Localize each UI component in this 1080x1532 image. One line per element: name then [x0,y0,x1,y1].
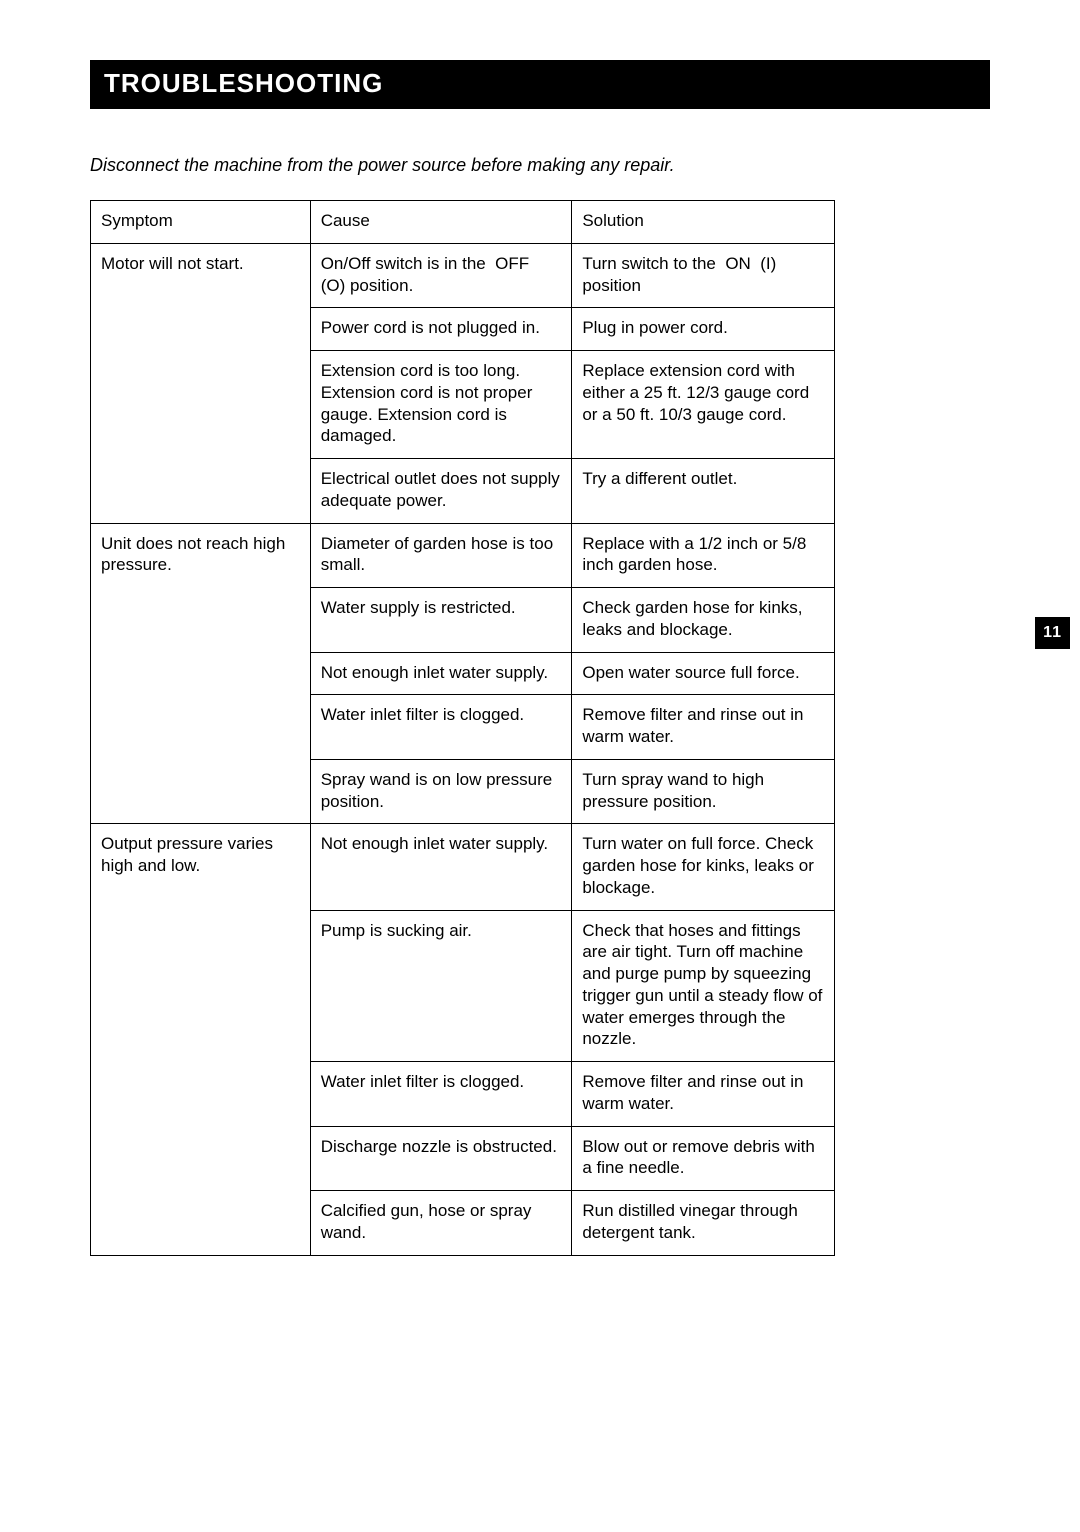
solution-cell: Open water source full force. [572,652,835,695]
solution-cell: Check that hoses and fittings are air ti… [572,910,835,1062]
intro-text: Disconnect the machine from the power so… [90,155,990,176]
symptom-cell: Motor will not start. [91,243,311,523]
table-row: Motor will not start.On/Off switch is in… [91,243,835,308]
cause-cell: Not enough inlet water supply. [310,824,572,910]
troubleshooting-table: Symptom Cause Solution Motor will not st… [90,200,835,1256]
symptom-cell: Output pressure varies high and low. [91,824,311,1255]
symptom-cell: Unit does not reach high pressure. [91,523,311,824]
solution-cell: Replace extension cord with either a 25 … [572,351,835,459]
solution-cell: Turn water on full force. Check garden h… [572,824,835,910]
section-header-bar: TROUBLESHOOTING [90,60,990,109]
solution-cell: Plug in power cord. [572,308,835,351]
solution-cell: Turn switch to the ON (I) position [572,243,835,308]
table-row: Unit does not reach high pressure.Diamet… [91,523,835,588]
solution-cell: Replace with a 1/2 inch or 5/8 inch gard… [572,523,835,588]
cause-cell: Water inlet filter is clogged. [310,1062,572,1127]
page-root: TROUBLESHOOTING Disconnect the machine f… [0,0,1080,1532]
table-body: Motor will not start.On/Off switch is in… [91,243,835,1255]
cause-cell: Pump is sucking air. [310,910,572,1062]
cause-cell: Extension cord is too long. Extension co… [310,351,572,459]
cause-cell: Diameter of garden hose is too small. [310,523,572,588]
col-header-cause: Cause [310,201,572,244]
solution-cell: Remove filter and rinse out in warm wate… [572,695,835,760]
table-row: Output pressure varies high and low.Not … [91,824,835,910]
cause-cell: Water inlet filter is clogged. [310,695,572,760]
solution-cell: Run distilled vinegar through detergent … [572,1191,835,1256]
page-number-tab: 11 [1035,617,1070,649]
cause-cell: Spray wand is on low pressure position. [310,759,572,824]
col-header-symptom: Symptom [91,201,311,244]
solution-cell: Turn spray wand to high pressure positio… [572,759,835,824]
solution-cell: Check garden hose for kinks, leaks and b… [572,588,835,653]
cause-cell: Electrical outlet does not supply adequa… [310,459,572,524]
solution-cell: Blow out or remove debris with a fine ne… [572,1126,835,1191]
cause-cell: On/Off switch is in the OFF (O) position… [310,243,572,308]
cause-cell: Discharge nozzle is obstructed. [310,1126,572,1191]
solution-cell: Try a different outlet. [572,459,835,524]
cause-cell: Not enough inlet water supply. [310,652,572,695]
cause-cell: Water supply is restricted. [310,588,572,653]
solution-cell: Remove filter and rinse out in warm wate… [572,1062,835,1127]
col-header-solution: Solution [572,201,835,244]
table-header-row: Symptom Cause Solution [91,201,835,244]
cause-cell: Calcified gun, hose or spray wand. [310,1191,572,1256]
cause-cell: Power cord is not plugged in. [310,308,572,351]
